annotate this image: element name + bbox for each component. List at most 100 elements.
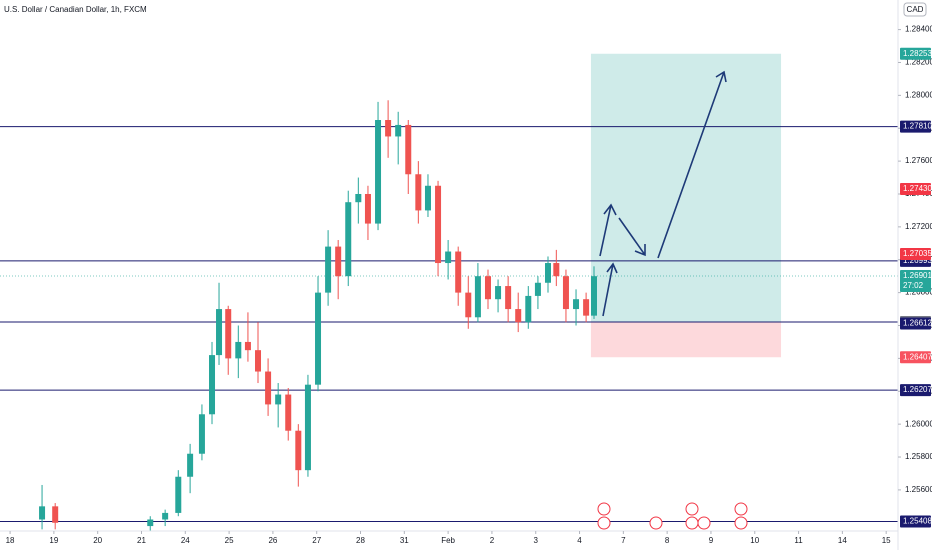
candle-body: [235, 341, 242, 359]
x-tick-label: 9: [709, 536, 714, 545]
candle-body: [515, 309, 522, 323]
candle-body: [265, 371, 272, 405]
candle-body: [345, 202, 352, 277]
price-label-box: [900, 270, 931, 293]
price-label-box: [900, 351, 931, 364]
candle-body: [405, 124, 412, 175]
x-tick-label: 14: [838, 536, 847, 545]
candle-body: [364, 193, 371, 224]
candle-body: [52, 506, 59, 523]
chart-title: U.S. Dollar / Canadian Dollar, 1h, FXCM: [4, 5, 147, 14]
candle-body: [525, 295, 532, 323]
price-label: 1.26612: [903, 319, 932, 328]
candle-body: [544, 263, 551, 283]
price-label-box: [900, 515, 931, 528]
candle-body: [505, 286, 512, 310]
candle-body: [335, 246, 342, 277]
candle-body: [162, 512, 169, 520]
candle-body: [415, 174, 422, 211]
candle-body: [435, 185, 442, 264]
candle-body: [175, 476, 182, 513]
price-label-box: [900, 384, 931, 397]
candle-body: [209, 355, 216, 415]
price-label: 1.26407: [903, 352, 932, 361]
event-icon: [697, 516, 711, 530]
x-tick-label: 19: [49, 536, 58, 545]
candle-body: [325, 246, 332, 293]
x-tick-label: 24: [181, 536, 190, 545]
x-tick-label: 15: [882, 536, 891, 545]
candle-body: [495, 286, 502, 300]
candle-body: [484, 276, 491, 300]
candle-body: [147, 519, 154, 527]
x-tick-label: 7: [621, 536, 626, 545]
arrow: [618, 217, 646, 257]
y-tick-label: 1.25600: [905, 485, 932, 494]
event-icons: [597, 502, 748, 530]
price-label-box: [900, 183, 931, 196]
x-tick-label: 27: [312, 536, 321, 545]
candle-body: [590, 276, 597, 316]
candle-body: [275, 394, 282, 405]
price-label: 1.27035: [903, 249, 932, 258]
x-tick-label: 28: [356, 536, 365, 545]
y-tick-label: 1.26000: [905, 419, 932, 428]
event-icon: [649, 516, 663, 530]
price-label: 1.26901: [903, 271, 932, 280]
arrow: [599, 203, 617, 257]
price-label: 1.28253: [903, 49, 932, 58]
forecast-arrows: [599, 70, 727, 317]
candle-body: [445, 251, 452, 264]
candle-body: [553, 263, 560, 277]
axes: 1.284001.282001.280001.278001.276001.274…: [6, 25, 932, 545]
currency-badge[interactable]: [903, 2, 927, 17]
candle-body: [385, 120, 392, 137]
y-tick-label: 1.28400: [905, 25, 932, 34]
countdown-label: 27:02: [903, 281, 924, 290]
candle-body: [198, 414, 205, 454]
price-label-box: [900, 247, 931, 260]
event-icon: [734, 516, 748, 530]
candle-body: [315, 292, 322, 385]
candle-body: [285, 394, 292, 431]
event-icon: [685, 502, 699, 516]
x-tick-label: 11: [794, 536, 803, 545]
candle-body: [375, 120, 382, 224]
candle-body: [255, 350, 262, 372]
x-tick-label: 26: [268, 536, 277, 545]
candle-body: [355, 193, 362, 203]
price-label-box: [900, 317, 931, 330]
x-tick-label: 31: [400, 536, 409, 545]
price-label: 1.26993: [903, 256, 932, 265]
event-icon: [734, 502, 748, 516]
x-tick-label: 4: [577, 536, 582, 545]
price-label: 1.27810: [903, 122, 932, 131]
x-tick-label: Feb: [441, 536, 455, 545]
candle-body: [187, 453, 194, 477]
price-label-box: [900, 47, 931, 60]
x-tick-label: 25: [225, 536, 234, 545]
candle-body: [534, 282, 541, 296]
y-tick-label: 1.28200: [905, 58, 932, 67]
price-label: 1.26207: [903, 385, 932, 394]
x-tick-label: 2: [490, 536, 495, 545]
candle-body: [562, 276, 569, 310]
price-label: 1.25408: [903, 517, 932, 526]
y-tick-label: 1.27200: [905, 222, 932, 231]
price-label-box: [900, 120, 931, 133]
event-icon: [597, 502, 611, 516]
candle-body: [424, 185, 431, 211]
arrow: [602, 262, 618, 317]
x-tick-label: 3: [534, 536, 539, 545]
arrow: [657, 70, 727, 259]
x-tick-label: 18: [6, 536, 15, 545]
candle-body: [395, 124, 402, 137]
event-icon: [597, 516, 611, 530]
candle-body: [455, 251, 462, 293]
x-tick-label: 20: [93, 536, 102, 545]
y-tick-label: 1.26800: [905, 288, 932, 297]
drawings: [597, 70, 748, 530]
candle-body: [573, 299, 580, 310]
